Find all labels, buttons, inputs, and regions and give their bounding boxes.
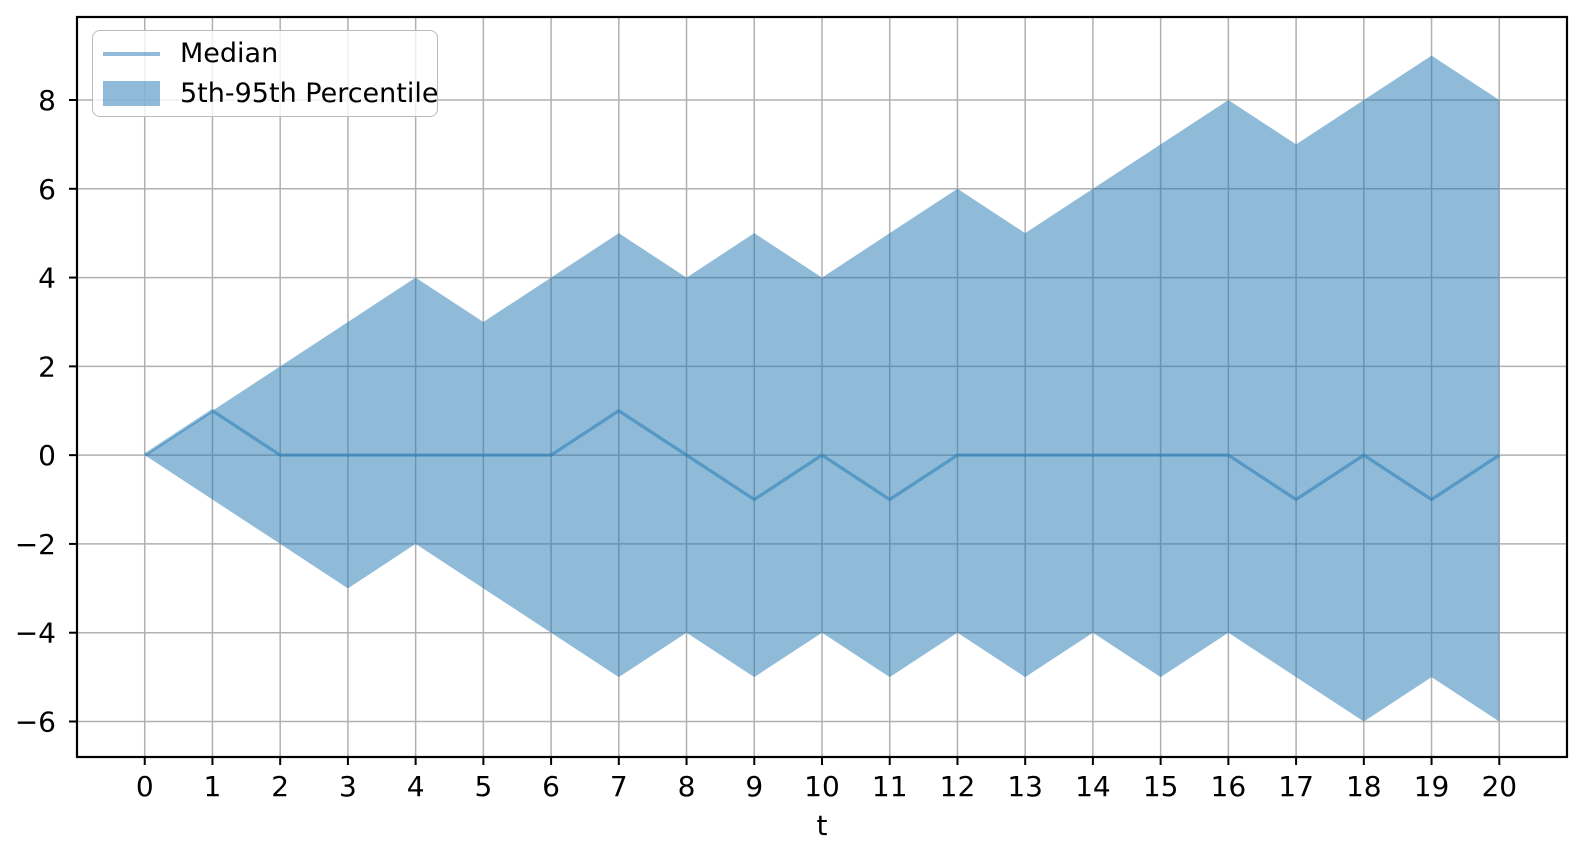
- x-tick-label: 5: [474, 770, 492, 803]
- legend-label-median: Median: [180, 38, 279, 70]
- x-tick-label: 20: [1481, 770, 1517, 803]
- y-tick-label: 4: [38, 262, 56, 295]
- y-tick-label: −6: [15, 705, 56, 738]
- y-tick-label: 0: [38, 439, 56, 472]
- x-tick-label: 18: [1346, 770, 1382, 803]
- x-tick-label: 10: [804, 770, 840, 803]
- y-tick-label: −4: [15, 617, 56, 650]
- x-axis-label: t: [816, 809, 828, 842]
- percentile-band-swatch: [103, 80, 160, 106]
- x-tick-label: 14: [1075, 770, 1111, 803]
- percentile-band-area: [144, 55, 1500, 722]
- y-tick-labels: −6 −4 −2 0 2 4 6 8: [15, 84, 56, 738]
- legend-item-median: Median: [103, 35, 431, 73]
- x-tick-label: 15: [1143, 770, 1179, 803]
- median-line-swatch: [103, 51, 160, 56]
- legend-item-percentile: 5th-95th Percentile: [103, 74, 438, 112]
- x-tick-label: 17: [1278, 770, 1314, 803]
- legend-label-percentile: 5th-95th Percentile: [180, 77, 439, 109]
- percentile-band: [144, 55, 1500, 722]
- x-tick-label: 13: [1007, 770, 1043, 803]
- axis-ticks: [69, 99, 1501, 765]
- x-tick-label: 7: [610, 770, 628, 803]
- x-tick-label: 3: [339, 770, 357, 803]
- x-tick-label: 8: [678, 770, 696, 803]
- median-line-path: [143, 409, 1501, 502]
- y-tick-label: 6: [38, 173, 56, 206]
- x-tick-label: 9: [745, 770, 763, 803]
- x-tick-labels: 0 1 2 3 4 5 6 7 8 9 10 11 12 13 14 15 16 17 18 19 20: [136, 770, 1517, 803]
- x-tick-label: 1: [204, 770, 222, 803]
- x-tick-label: 19: [1414, 770, 1450, 803]
- x-tick-label: 6: [542, 770, 560, 803]
- x-tick-label: 12: [940, 770, 976, 803]
- legend: Median 5th-95th Percentile: [92, 30, 438, 117]
- x-tick-label: 11: [872, 770, 908, 803]
- x-tick-label: 0: [136, 770, 154, 803]
- x-tick-label: 16: [1211, 770, 1247, 803]
- x-tick-label: 4: [407, 770, 425, 803]
- median-line: [143, 409, 1501, 502]
- y-tick-label: −2: [15, 528, 56, 561]
- y-tick-label: 2: [38, 350, 56, 383]
- x-tick-label: 2: [271, 770, 289, 803]
- y-tick-label: 8: [38, 84, 56, 117]
